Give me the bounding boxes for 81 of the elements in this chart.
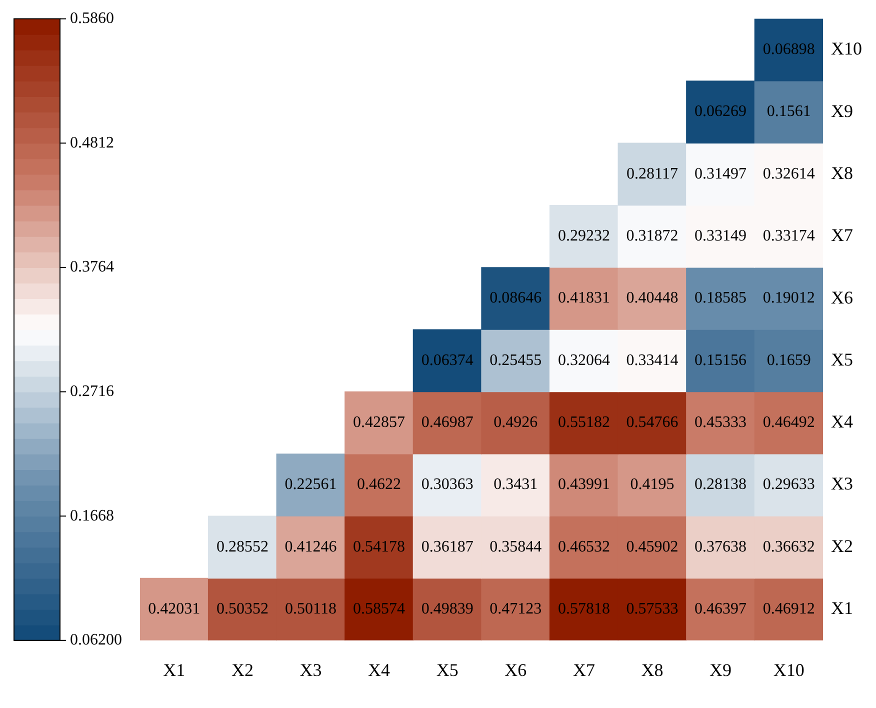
data-label: 0.30363 — [421, 476, 474, 494]
y-tick-label: X8 — [831, 162, 853, 183]
data-label: 0.36632 — [762, 538, 815, 556]
data-label: 0.41831 — [558, 290, 610, 307]
data-label: 0.46492 — [762, 414, 815, 432]
data-label: 0.45902 — [626, 538, 678, 556]
data-label: 0.46532 — [558, 538, 610, 556]
y-tick-label: X5 — [831, 349, 853, 370]
data-label: 0.35844 — [490, 538, 542, 556]
data-label: 0.57533 — [626, 600, 678, 618]
data-label: 0.1659 — [766, 352, 811, 369]
data-label: 0.47123 — [490, 600, 542, 618]
data-label: 0.06374 — [421, 352, 474, 369]
data-label: 0.28552 — [216, 538, 268, 556]
data-label: 0.33174 — [762, 228, 815, 245]
y-tick-label: X4 — [831, 412, 853, 432]
data-label: 0.43991 — [558, 476, 610, 494]
data-label: 0.40448 — [626, 290, 678, 307]
y-tick-label: X1 — [831, 598, 853, 618]
y-tick-label: X10 — [831, 38, 862, 59]
data-label: 0.54766 — [626, 414, 678, 432]
color-bar-label: 0.06200 — [70, 632, 122, 649]
data-label: 0.33149 — [694, 228, 747, 245]
data-label: 0.31497 — [694, 165, 747, 182]
data-label: 0.55182 — [558, 414, 610, 432]
data-label: 0.4195 — [630, 476, 674, 494]
data-label: 0.3431 — [494, 476, 538, 494]
data-label: 0.18585 — [694, 290, 747, 307]
data-label: 0.29633 — [762, 476, 815, 494]
data-label: 0.28117 — [626, 165, 678, 182]
x-tick-label: X7 — [572, 660, 595, 680]
color-bar-label: 0.4812 — [70, 134, 114, 152]
data-label: 0.46397 — [694, 600, 747, 618]
x-tick-label: X2 — [231, 660, 254, 680]
data-label: 0.15156 — [694, 352, 747, 369]
data-label: 0.54178 — [353, 538, 406, 556]
data-label: 0.37638 — [694, 538, 747, 556]
x-tick-label: X10 — [773, 660, 804, 680]
x-tick-label: X1 — [163, 660, 186, 680]
data-label: 0.29232 — [558, 228, 610, 245]
data-label: 0.42031 — [148, 600, 200, 618]
data-label: 0.32614 — [762, 165, 815, 182]
y-tick-label: X2 — [831, 536, 853, 556]
data-label: 0.50118 — [285, 600, 336, 618]
y-tick-label: X9 — [831, 100, 853, 121]
data-label: 0.58574 — [353, 600, 406, 618]
data-label: 0.4926 — [494, 414, 538, 432]
data-label: 0.06898 — [762, 41, 815, 58]
data-label: 0.4622 — [357, 476, 402, 494]
x-tick-label: X4 — [368, 660, 390, 680]
data-label: 0.1561 — [766, 103, 811, 120]
data-label: 0.36187 — [421, 538, 474, 556]
data-label: 0.28138 — [694, 476, 747, 494]
data-label: 0.46912 — [762, 600, 815, 618]
x-tick-label: X9 — [710, 660, 732, 680]
color-bar-label: 0.1668 — [70, 507, 114, 524]
data-label: 0.19012 — [762, 290, 815, 307]
color-bar-label: 0.2716 — [70, 382, 114, 400]
data-label: 0.46987 — [421, 414, 474, 432]
data-label: 0.33414 — [626, 352, 678, 369]
color-bar-label: 0.5860 — [70, 10, 114, 28]
data-label: 0.06269 — [694, 103, 747, 120]
color-bar-label: 0.3764 — [70, 258, 114, 276]
y-tick-label: X3 — [831, 474, 853, 494]
data-label: 0.31872 — [626, 228, 678, 245]
data-label: 0.22561 — [284, 476, 337, 494]
x-tick-label: X8 — [641, 660, 664, 680]
data-label: 0.41246 — [284, 538, 337, 556]
data-label: 0.25455 — [490, 352, 542, 369]
data-label: 0.50352 — [216, 600, 268, 618]
y-tick-label: X7 — [831, 225, 853, 246]
data-label: 0.32064 — [558, 352, 610, 369]
x-tick-label: X3 — [300, 660, 322, 680]
x-tick-label: X6 — [504, 660, 527, 680]
data-label: 0.42857 — [353, 414, 406, 432]
data-label: 0.45333 — [694, 414, 747, 432]
y-tick-label: X6 — [831, 287, 853, 308]
data-label: 0.08646 — [490, 290, 542, 307]
data-label: 0.49839 — [421, 600, 474, 618]
data-label: 0.57818 — [558, 600, 610, 618]
x-tick-label: X5 — [436, 660, 458, 680]
